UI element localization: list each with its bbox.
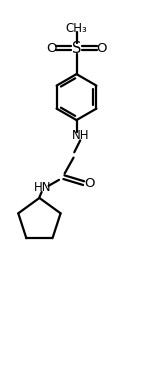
- Text: HN: HN: [34, 181, 51, 194]
- Text: S: S: [72, 41, 81, 56]
- Text: NH: NH: [72, 129, 90, 142]
- Text: O: O: [96, 42, 107, 55]
- Text: O: O: [46, 42, 57, 55]
- Text: O: O: [84, 176, 95, 190]
- Text: CH₃: CH₃: [66, 22, 87, 34]
